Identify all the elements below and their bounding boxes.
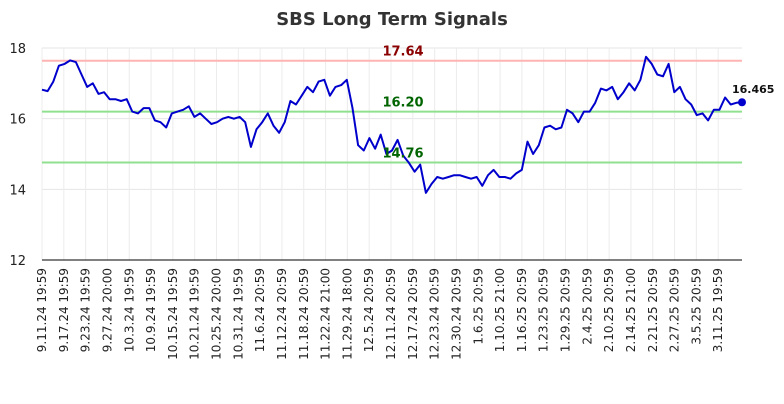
x-tick-label: 3.11.25 19:59 bbox=[711, 268, 725, 352]
reference-line-label: 14.76 bbox=[382, 146, 423, 161]
x-tick-label: 1.6.25 20:59 bbox=[471, 268, 485, 345]
x-tick-label: 12.17.24 20:59 bbox=[406, 268, 420, 360]
series-line bbox=[41, 55, 743, 194]
x-tick-label: 2.4.25 20:59 bbox=[580, 268, 594, 345]
x-tick-label: 2.21.25 20:59 bbox=[646, 268, 660, 352]
x-tick-label: 1.29.25 20:59 bbox=[559, 268, 573, 352]
y-tick-label: 16 bbox=[9, 113, 26, 128]
last-value-point bbox=[738, 98, 746, 107]
x-tick-label: 3.5.25 20:59 bbox=[689, 268, 703, 345]
x-tick-label: 12.11.24 20:59 bbox=[384, 268, 398, 360]
x-tick-label: 12.5.24 20:59 bbox=[362, 268, 376, 352]
x-tick-label: 9.27.24 20:00 bbox=[100, 268, 114, 352]
x-tick-label: 10.25.24 20:00 bbox=[210, 268, 224, 360]
x-tick-label: 11.12.24 20:59 bbox=[275, 268, 289, 360]
x-tick-label: 2.27.25 20:59 bbox=[668, 268, 682, 352]
reference-line-label: 17.64 bbox=[382, 45, 423, 60]
series-layer bbox=[41, 55, 746, 194]
reference-lines bbox=[42, 59, 742, 164]
x-tick-label: 10.3.24 19:59 bbox=[122, 268, 136, 352]
x-tick-label: 12.23.24 20:59 bbox=[428, 268, 442, 360]
labels: 12 14 16 18 9.11.24 19:59 9.17.24 19:59 9.23.2… bbox=[9, 42, 774, 360]
x-tick-label: 10.21.24 19:59 bbox=[188, 268, 202, 360]
x-tick-label: 2.10.25 20:59 bbox=[602, 268, 616, 352]
x-tick-label: 2.14.25 21:00 bbox=[624, 268, 638, 352]
x-tick-label: 10.15.24 19:59 bbox=[166, 268, 180, 360]
last-value-label: 16.465 bbox=[732, 83, 774, 96]
reference-line-label: 16.20 bbox=[382, 96, 423, 111]
x-tick-label: 1.16.25 20:59 bbox=[515, 268, 529, 352]
x-tick-label: 1.23.25 20:59 bbox=[537, 268, 551, 352]
x-tick-label: 9.17.24 19:59 bbox=[57, 268, 71, 352]
x-tick-label: 11.6.24 20:59 bbox=[253, 268, 267, 352]
y-tick-label: 18 bbox=[9, 42, 26, 57]
chart-title: SBS Long Term Signals bbox=[276, 9, 508, 30]
x-tick-label: 9.11.24 19:59 bbox=[35, 268, 49, 352]
y-tick-label: 12 bbox=[9, 254, 26, 269]
x-tick-label: 11.29.24 18:00 bbox=[340, 268, 354, 360]
x-tick-label: 11.22.24 21:00 bbox=[319, 268, 333, 360]
y-tick-label: 14 bbox=[9, 183, 26, 198]
x-tick-label: 11.18.24 20:59 bbox=[297, 268, 311, 360]
x-tick-label: 10.9.24 19:59 bbox=[144, 268, 158, 352]
x-tick-label: 9.23.24 19:59 bbox=[79, 268, 93, 352]
x-tick-label: 10.31.24 19:59 bbox=[231, 268, 245, 360]
x-tick-label: 1.10.25 21:00 bbox=[493, 268, 507, 352]
grid bbox=[41, 47, 742, 261]
x-tick-label: 12.30.24 20:59 bbox=[449, 268, 463, 360]
